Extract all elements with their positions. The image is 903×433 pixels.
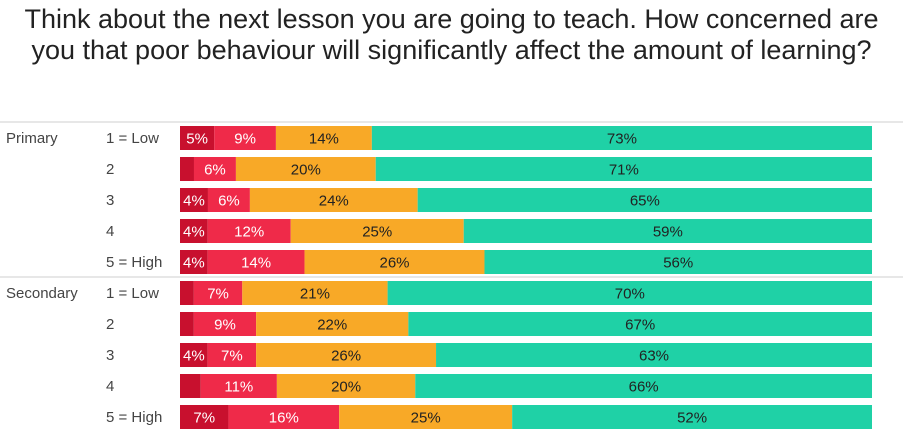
data-label: 5% (186, 131, 208, 148)
data-label: 56% (663, 255, 693, 272)
bar-segment-high (512, 405, 872, 429)
bar-segment-very-low (180, 188, 208, 212)
data-label: 73% (607, 131, 637, 148)
category-label: 2 (106, 161, 114, 178)
data-label: 7% (221, 348, 243, 365)
data-label: 59% (653, 224, 683, 241)
bar-segment-high (463, 219, 872, 243)
bar-segment-mid (256, 312, 409, 336)
bar-segment-high (484, 250, 872, 274)
data-label: 66% (629, 379, 659, 396)
data-label: 4% (183, 348, 205, 365)
data-label: 71% (609, 162, 639, 179)
data-label: 25% (362, 224, 392, 241)
data-label: 7% (207, 286, 229, 303)
data-label: 4% (183, 193, 205, 210)
data-label: 20% (291, 162, 321, 179)
data-label: 26% (331, 348, 361, 365)
bar-segment-low (228, 405, 340, 429)
data-label: 9% (214, 317, 236, 334)
bar-segment-high (436, 343, 872, 367)
data-label: 65% (630, 193, 660, 210)
data-label: 24% (319, 193, 349, 210)
bar-segment-high (375, 157, 872, 181)
category-label: 1 = Low (106, 130, 159, 147)
bar-segment-mid (256, 343, 437, 367)
bar-segment-low (193, 157, 236, 181)
bar-segment-low (200, 374, 277, 398)
bar-segment-mid (235, 157, 376, 181)
bar-segment-very-low (180, 343, 208, 367)
data-label: 52% (677, 410, 707, 427)
category-label: 4 (106, 378, 114, 395)
bar-segment-mid (276, 374, 416, 398)
bar-segment-mid (290, 219, 464, 243)
data-label: 7% (193, 410, 215, 427)
bar-segment-low (207, 188, 250, 212)
category-label: 1 = Low (106, 285, 159, 302)
bar-segment-very-low (180, 312, 194, 336)
data-label: 25% (411, 410, 441, 427)
data-label: 12% (234, 224, 264, 241)
category-label: 2 (106, 316, 114, 333)
data-label: 6% (218, 193, 240, 210)
bar-segment-mid (304, 250, 485, 274)
data-label: 14% (241, 255, 271, 272)
bar-segment-high (417, 188, 872, 212)
category-label: 4 (106, 223, 114, 240)
chart-title: Think about the next lesson you are goin… (24, 4, 879, 65)
data-label: 4% (183, 224, 205, 241)
data-label: 70% (615, 286, 645, 303)
group-label-1: Secondary (6, 285, 78, 302)
data-label: 4% (183, 255, 205, 272)
category-label: 3 (106, 192, 114, 209)
bar-segment-high (408, 312, 872, 336)
data-label: 26% (380, 255, 410, 272)
bar-segment-very-low (180, 281, 194, 305)
data-label: 20% (331, 379, 361, 396)
bar-segment-very-low (180, 126, 215, 150)
bar-segment-very-low (180, 157, 194, 181)
bar-segment-low (207, 250, 305, 274)
data-label: 21% (300, 286, 330, 303)
data-label: 16% (269, 410, 299, 427)
bar-segment-mid (339, 405, 513, 429)
bar-segment-mid (249, 188, 418, 212)
data-label: 22% (317, 317, 347, 334)
category-label: 3 (106, 347, 114, 364)
bar-segment-low (207, 219, 291, 243)
data-label: 6% (204, 162, 226, 179)
bar-segment-high (371, 126, 872, 150)
bar-segment-mid (242, 281, 388, 305)
data-label: 11% (224, 379, 253, 396)
bar-segment-mid (275, 126, 372, 150)
bar-segment-very-low (180, 374, 201, 398)
bar-segment-low (193, 281, 243, 305)
category-label: 5 = High (106, 409, 162, 426)
bar-segment-high (415, 374, 872, 398)
bar-segment-high (387, 281, 872, 305)
bar-segment-low (214, 126, 276, 150)
bar-segment-low (207, 343, 257, 367)
bar-segment-very-low (180, 250, 208, 274)
category-label: 5 = High (106, 254, 162, 271)
data-label: 14% (309, 131, 339, 148)
bar-segment-low (193, 312, 257, 336)
group-label-0: Primary (6, 130, 58, 147)
bar-segment-very-low (180, 219, 208, 243)
bar-segment-very-low (180, 405, 229, 429)
data-label: 9% (234, 131, 256, 148)
data-label: 63% (639, 348, 669, 365)
data-label: 67% (625, 317, 655, 334)
